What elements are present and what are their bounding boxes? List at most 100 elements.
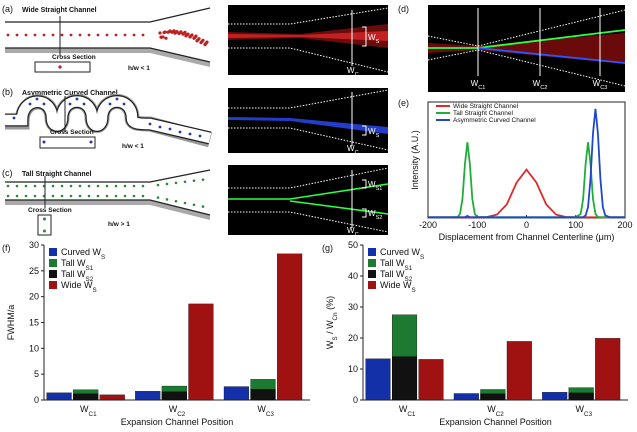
position-label: WC2 [533, 79, 548, 91]
y-axis-label: Intensity (A.U.) [410, 130, 420, 190]
y-tick-label: 50 [348, 240, 358, 250]
x-tick-label: WC1 [399, 404, 416, 418]
particle [201, 38, 205, 42]
text-part: (%) [325, 296, 335, 313]
wall-outline [228, 7, 389, 73]
particle [51, 184, 55, 188]
particle [174, 181, 178, 185]
particle [105, 194, 109, 198]
x-tick-label: -200 [419, 220, 437, 230]
panel-title: Tall Straight Channel [22, 171, 92, 178]
particle [183, 30, 187, 34]
particle [114, 194, 118, 198]
x-tick-label: 200 [617, 220, 632, 230]
particle [24, 33, 28, 37]
text-part: S [420, 254, 424, 261]
bar [223, 386, 249, 401]
particle [105, 184, 109, 188]
text-part: S1 [376, 186, 383, 192]
particle [42, 33, 46, 37]
particle [96, 194, 100, 198]
particle [6, 194, 10, 198]
particle [108, 102, 112, 106]
positions: WC1 WC2 WC3 [471, 8, 607, 91]
particle [82, 102, 86, 106]
bar [506, 341, 532, 401]
text-part: S2 [405, 276, 413, 283]
legend-label: Tall WS2 [61, 269, 94, 283]
text-part: Wide W [380, 280, 412, 290]
stream [428, 33, 625, 64]
particle [123, 33, 127, 37]
particle [175, 30, 179, 34]
text-part: W [576, 404, 585, 414]
cross-section-label: Cross Section [28, 207, 72, 214]
legend-label: Curved WS [61, 247, 105, 261]
channel [5, 96, 212, 144]
particle [192, 179, 196, 183]
particle [174, 199, 178, 203]
y-tick-label: 10 [29, 343, 39, 353]
text-part: Tall W [61, 269, 86, 279]
stream [228, 117, 388, 134]
bar [568, 392, 594, 401]
particle [123, 184, 127, 188]
particle [205, 40, 209, 44]
text-part: C [355, 72, 359, 78]
particle [60, 33, 64, 37]
text-part: W [169, 404, 178, 414]
text-part: C1 [478, 85, 485, 91]
bar [391, 356, 418, 401]
particles [6, 29, 209, 47]
text-part: Cn [332, 312, 339, 321]
particle [96, 33, 100, 37]
panel-c: (c) Tall Straight Channel Cross Section … [2, 165, 389, 238]
text-part: C [355, 232, 359, 238]
text-part: C2 [540, 85, 547, 91]
width-label: WC [347, 226, 359, 238]
bar [135, 391, 161, 401]
bar [595, 338, 621, 401]
bar [418, 359, 444, 401]
y-tick-label: 0 [353, 395, 358, 405]
particle [24, 184, 28, 188]
panel-label: (b) [2, 87, 13, 97]
particle [89, 140, 93, 144]
text-part: W [257, 404, 266, 414]
channel-wall [5, 7, 211, 63]
text-part: S [332, 336, 339, 340]
x-axis-label: Expansion Channel Position [121, 417, 234, 427]
text-part: W [368, 180, 376, 189]
text-part: S1 [86, 265, 94, 272]
text-part: Tall W [380, 269, 405, 279]
text-part: S2 [86, 276, 94, 283]
bar [250, 388, 276, 401]
particle [43, 229, 46, 233]
width-label: WC [347, 144, 359, 156]
particle [141, 194, 145, 198]
particle [42, 140, 46, 144]
panel-d: (d) WC1 WC2 WC3 [398, 4, 626, 92]
bar [542, 392, 568, 401]
text-part: S [93, 287, 97, 294]
text-part: W [399, 404, 408, 414]
stream [228, 31, 388, 41]
line-series [428, 142, 625, 219]
width-label: WS [368, 127, 380, 139]
legend-label: Asymmetric Curved Channel [453, 117, 536, 124]
panel-label: (d) [398, 4, 409, 14]
particle [28, 102, 32, 106]
particle [198, 134, 202, 138]
x-tick-label: WC3 [576, 404, 593, 418]
width-label: WC [347, 66, 359, 78]
x-tick-label: WC2 [487, 404, 504, 418]
text-part: S1 [405, 265, 413, 272]
cross-section-label: Cross Section [50, 129, 94, 136]
width-bracket [362, 125, 367, 136]
particle [33, 194, 37, 198]
text-part: W [593, 79, 601, 88]
y-tick-label: 20 [348, 333, 358, 343]
particle [114, 184, 118, 188]
particle [158, 31, 162, 35]
text-part: W [368, 33, 376, 42]
